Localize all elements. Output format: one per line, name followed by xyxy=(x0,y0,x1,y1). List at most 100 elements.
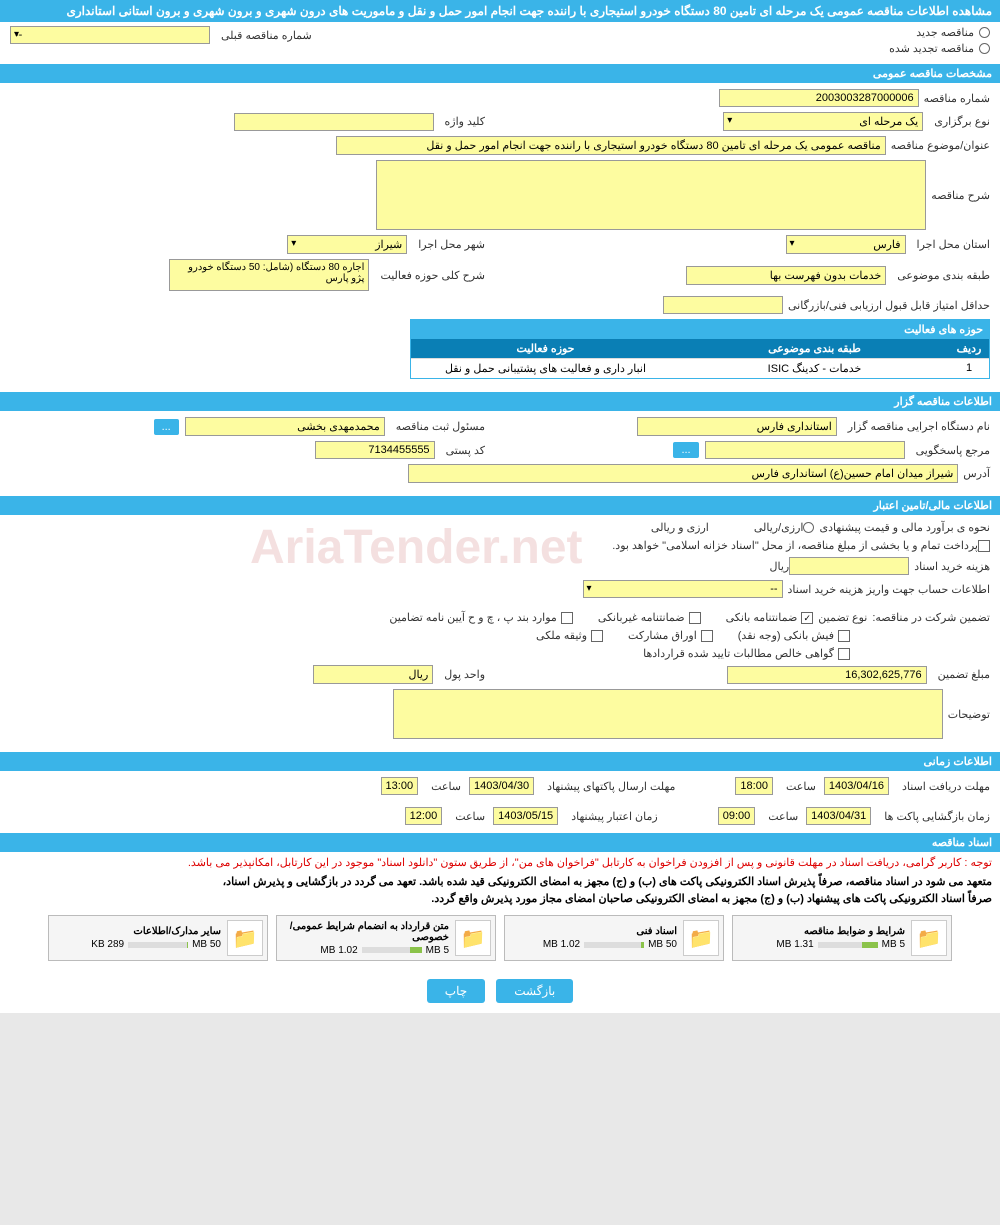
min-score-field[interactable] xyxy=(663,296,783,314)
guarantee-label: تضمین شرکت در مناقصه: xyxy=(872,611,990,624)
prev-number-label: شماره مناقصه قبلی xyxy=(221,29,312,42)
chevron-down-icon: ▾ xyxy=(291,238,296,249)
activity-table-title: حوزه های فعالیت xyxy=(411,320,989,339)
min-score-label: حداقل امتیاز قابل قبول ارزیابی فنی/بازرگ… xyxy=(788,299,990,312)
folder-icon: 📁 xyxy=(455,920,491,956)
table-row: 1 خدمات - کدینگ ISIC انبار داری و فعالیت… xyxy=(411,358,989,378)
folder-icon: 📁 xyxy=(911,920,947,956)
folder-icon: 📁 xyxy=(227,920,263,956)
classification-field[interactable]: خدمات بدون فهرست بها xyxy=(686,266,886,285)
section-general: مشخصات مناقصه عمومی xyxy=(0,64,1000,83)
doc-title: اسناد فنی xyxy=(509,926,677,937)
classification-label: طبقه بندی موضوعی xyxy=(897,269,990,282)
receive-deadline-date: 1403/04/16 xyxy=(824,777,889,795)
address-field: شیراز میدان امام حسین(ع) استانداری فارس xyxy=(408,464,958,483)
print-button[interactable]: چاپ xyxy=(427,979,485,1003)
contact-field[interactable] xyxy=(705,441,905,459)
new-tender-label: مناقصه جدید xyxy=(916,26,974,39)
page-title: مشاهده اطلاعات مناقصه عمومی یک مرحله ای … xyxy=(0,0,1000,22)
number-label: شماره مناقصه xyxy=(924,92,990,105)
postal-field: 7134455555 xyxy=(315,441,435,459)
submit-deadline-date: 1403/04/30 xyxy=(469,777,534,795)
back-button[interactable]: بازگشت xyxy=(496,979,573,1003)
document-card[interactable]: 📁 سایر مدارک/اطلاعات 50 MB 289 KB xyxy=(48,915,268,961)
renewed-tender-label: مناقصه تجدید شده xyxy=(889,42,974,55)
col-category: طبقه بندی موضوعی xyxy=(680,339,949,358)
doc-size: 1.31 MB xyxy=(776,939,813,950)
estimate-label: نحوه ی برآورد مالی و قیمت پیشنهادی xyxy=(819,521,990,534)
doc-max: 5 MB xyxy=(882,939,905,950)
doc-size: 289 KB xyxy=(91,939,124,950)
opening-time: 09:00 xyxy=(718,807,756,825)
document-card[interactable]: 📁 متن قرارداد به انضمام شرایط عمومی/خصوص… xyxy=(276,915,496,961)
submit-deadline-time: 13:00 xyxy=(381,777,419,795)
validity-label: زمان اعتبار پیشنهاد xyxy=(571,810,658,823)
gt-cash-checkbox[interactable] xyxy=(838,630,850,642)
meter-bar xyxy=(128,942,188,948)
gt-bonds-checkbox[interactable] xyxy=(701,630,713,642)
col-index: ردیف xyxy=(949,339,989,358)
rial-label: ریال xyxy=(769,560,789,573)
gt-clauses-checkbox[interactable] xyxy=(561,612,573,624)
notes-label: توضیحات xyxy=(948,708,990,721)
amount-field: 16,302,625,776 xyxy=(727,666,927,684)
document-card[interactable]: 📁 شرایط و ضوابط مناقصه 5 MB 1.31 MB xyxy=(732,915,952,961)
activity-scope-select[interactable]: اجاره 80 دستگاه (شامل: 50 دستگاه خودرو پ… xyxy=(169,259,369,291)
contact-label: مرجع پاسخگویی xyxy=(916,444,990,457)
account-select[interactable]: --▾ xyxy=(583,580,783,598)
unit-label: واحد پول xyxy=(444,668,485,681)
meter-bar xyxy=(584,942,644,948)
subject-field[interactable]: مناقصه عمومی یک مرحله ای تامین 80 دستگاه… xyxy=(336,136,886,155)
treasury-note: پرداخت تمام و یا بخشی از مبلغ مناقصه، از… xyxy=(612,539,978,552)
type-label: نوع برگزاری xyxy=(934,115,990,128)
currency-radio-label: ارزی/ریالی xyxy=(754,521,804,534)
treasury-checkbox[interactable] xyxy=(978,540,990,552)
province-label: استان محل اجرا xyxy=(917,238,990,251)
description-field[interactable] xyxy=(376,160,926,230)
documents-grid: 📁 شرایط و ضوابط مناقصه 5 MB 1.31 MB 📁 اس… xyxy=(0,907,1000,969)
new-tender-radio[interactable] xyxy=(979,27,990,38)
keyword-label: کلید واژه xyxy=(445,115,485,128)
type-select[interactable]: یک مرحله ای▾ xyxy=(723,112,923,131)
doc-max: 5 MB xyxy=(426,945,449,956)
doc-cost-field[interactable] xyxy=(789,557,909,575)
registrar-label: مسئول ثبت مناقصه xyxy=(396,420,485,433)
doc-title: سایر مدارک/اطلاعات xyxy=(53,926,221,937)
city-select[interactable]: شیراز▾ xyxy=(287,235,407,254)
section-financial: اطلاعات مالی/تامین اعتبار xyxy=(0,496,1000,515)
section-timing: اطلاعات زمانی xyxy=(0,752,1000,771)
notice-black-2: صرفاً اسناد الکترونیکی پاکت های پیشنهاد … xyxy=(0,890,1000,907)
renewed-tender-radio[interactable] xyxy=(979,43,990,54)
gt-property-checkbox[interactable] xyxy=(591,630,603,642)
validity-time: 12:00 xyxy=(405,807,443,825)
gt-nonbank-checkbox[interactable] xyxy=(689,612,701,624)
guarantee-type-label: نوع تضمین xyxy=(818,611,867,624)
gt-cert-checkbox[interactable] xyxy=(838,648,850,660)
doc-max: 50 MB xyxy=(648,939,677,950)
receive-deadline-label: مهلت دریافت اسناد xyxy=(902,780,990,793)
contact-more-button[interactable]: ... xyxy=(673,442,698,458)
receive-deadline-time: 18:00 xyxy=(735,777,773,795)
notes-field[interactable] xyxy=(393,689,943,739)
description-label: شرح مناقصه xyxy=(931,189,990,202)
opening-label: زمان بازگشایی پاکت ها xyxy=(884,810,990,823)
activity-table: حوزه های فعالیت ردیف طبقه بندی موضوعی حو… xyxy=(410,319,990,379)
chevron-down-icon: ▾ xyxy=(587,583,592,594)
prev-number-select[interactable]: --▾ xyxy=(10,26,210,44)
activity-scope-label: شرح کلی حوزه فعالیت xyxy=(380,269,485,282)
col-activity: حوزه فعالیت xyxy=(411,339,680,358)
doc-title: متن قرارداد به انضمام شرایط عمومی/خصوصی xyxy=(281,921,449,943)
province-select[interactable]: فارس▾ xyxy=(786,235,906,254)
amount-label: مبلغ تضمین xyxy=(938,668,990,681)
gt-bank-checkbox[interactable] xyxy=(801,612,813,624)
doc-max: 50 MB xyxy=(192,939,221,950)
keyword-field[interactable] xyxy=(234,113,434,131)
registrar-more-button[interactable]: ... xyxy=(154,419,179,435)
currency-radio[interactable] xyxy=(803,522,814,533)
document-card[interactable]: 📁 اسناد فنی 50 MB 1.02 MB xyxy=(504,915,724,961)
meter-bar xyxy=(818,942,878,948)
chevron-down-icon: ▾ xyxy=(790,238,795,249)
agency-label: نام دستگاه اجرایی مناقصه گزار xyxy=(848,420,990,433)
chevron-down-icon: ▾ xyxy=(14,29,19,40)
city-label: شهر محل اجرا xyxy=(418,238,485,251)
